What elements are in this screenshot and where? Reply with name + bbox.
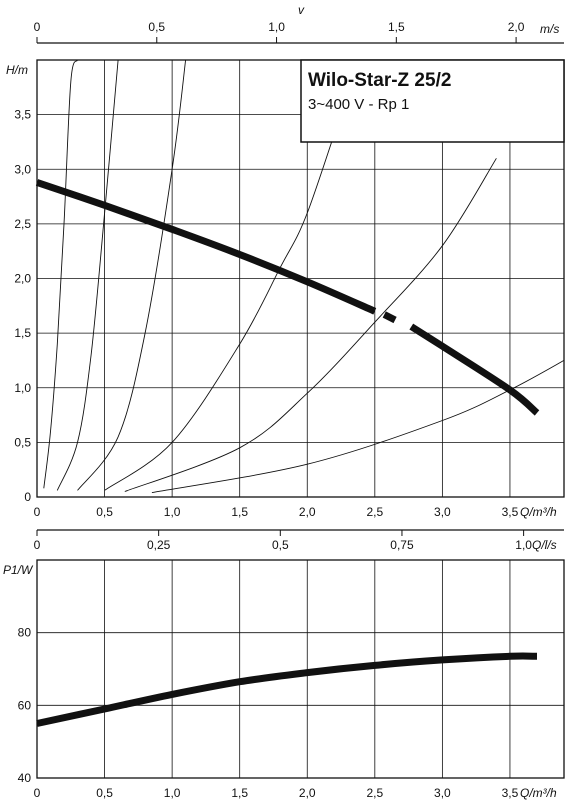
pump-curve-segment (409, 323, 540, 416)
velocity-tick-label: 1,5 (388, 20, 405, 34)
velocity-tick-label: 2,0 (508, 20, 525, 34)
power-x-tick-label: 2,0 (299, 786, 316, 800)
pump-curve-segment (35, 179, 377, 315)
velocity-axis-label: v (298, 3, 305, 17)
flow-ls-tick-label: 1,0 (515, 538, 532, 552)
power-x-tick-label: 2,5 (366, 786, 383, 800)
power-y-tick-label: 80 (18, 626, 32, 640)
pump-y-tick-label: 2,5 (14, 217, 31, 231)
pump-x-tick-label: 3,0 (434, 505, 451, 519)
system-curve (56, 60, 119, 491)
pump-x-axis-label: Q/m³/h (520, 505, 557, 519)
pump-y-axis-label: H/m (6, 63, 28, 77)
power-x-axis-label: Q/m³/h (520, 786, 557, 800)
chart-subtitle: 3~400 V - Rp 1 (308, 96, 409, 113)
power-x-tick-label: 3,5 (502, 786, 519, 800)
power-plot-frame (36, 559, 565, 779)
system-curve (151, 360, 564, 494)
velocity-tick-label: 1,0 (268, 20, 285, 34)
system-curve (77, 60, 187, 491)
system-curve (43, 60, 78, 489)
pump-y-tick-label: 2,0 (14, 272, 31, 286)
velocity-tick-label: 0 (34, 20, 41, 34)
pump-y-tick-label: 3,0 (14, 162, 31, 176)
system-curve (124, 158, 497, 492)
flow-ls-tick-label: 0,25 (147, 538, 171, 552)
pump-curve-dash (382, 311, 397, 324)
velocity-tick-label: 0,5 (148, 20, 165, 34)
power-curve (36, 652, 538, 727)
flow-ls-tick-label: 0,5 (272, 538, 289, 552)
title-box (300, 59, 565, 143)
power-x-tick-label: 0 (34, 786, 41, 800)
pump-y-tick-label: 1,0 (14, 381, 31, 395)
flow-ls-tick-label: 0,75 (390, 538, 414, 552)
velocity-axis-unit: m/s (540, 22, 559, 36)
power-x-tick-label: 3,0 (434, 786, 451, 800)
pump-y-tick-label: 1,5 (14, 326, 31, 340)
chart-title: Wilo-Star-Z 25/2 (308, 70, 451, 91)
power-y-axis-label: P1/W (3, 563, 34, 577)
power-x-tick-label: 1,5 (231, 786, 248, 800)
pump-x-tick-label: 2,0 (299, 505, 316, 519)
power-x-tick-label: 1,0 (164, 786, 181, 800)
power-y-tick-label: 60 (18, 698, 32, 712)
pump-x-tick-label: 0 (34, 505, 41, 519)
system-curve (104, 92, 349, 491)
pump-x-tick-label: 3,5 (502, 505, 519, 519)
power-y-tick-label: 40 (18, 771, 32, 785)
pump-x-tick-label: 0,5 (96, 505, 113, 519)
pump-y-tick-label: 0 (24, 490, 31, 504)
pump-x-tick-label: 1,5 (231, 505, 248, 519)
flow-ls-tick-label: 0 (34, 538, 41, 552)
power-x-tick-label: 0,5 (96, 786, 113, 800)
pump-x-tick-label: 1,0 (164, 505, 181, 519)
pump-x-tick-label: 2,5 (366, 505, 383, 519)
pump-y-tick-label: 0,5 (14, 435, 31, 449)
flow-ls-axis-label: Q/l/s (532, 538, 557, 552)
pump-y-tick-label: 3,5 (14, 108, 31, 122)
